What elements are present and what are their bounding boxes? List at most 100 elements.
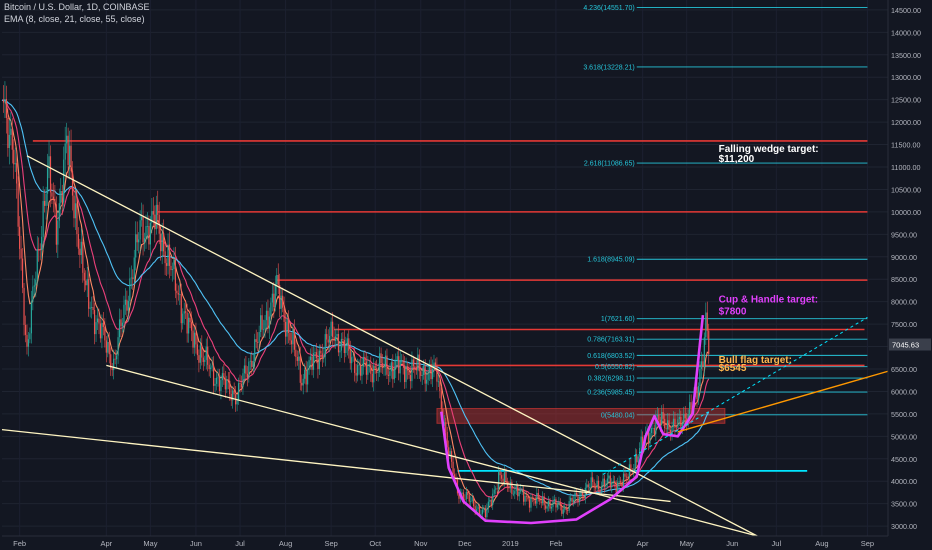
candle-body — [483, 508, 485, 510]
candle-body — [198, 355, 200, 363]
candle-body — [77, 234, 80, 249]
candle-body — [608, 475, 610, 479]
candle-body — [245, 365, 247, 374]
candle-body — [170, 265, 172, 271]
candle-body — [138, 239, 140, 243]
candle-body — [317, 358, 319, 370]
candle-body — [376, 368, 378, 374]
candle-body — [630, 464, 632, 472]
candle-body — [399, 360, 401, 374]
candle-body — [403, 365, 406, 383]
fibonacci-labels: 4.236(14551.70) 3.618(13228.21) 2.618(1108… — [583, 5, 634, 419]
candle-body — [282, 295, 284, 308]
price-tick-label: 12000.00 — [891, 118, 921, 127]
price-axis[interactable]: 3000.00 3500.00 4000.00 4500.00 5000.00 5500.… — [887, 0, 931, 536]
candle-body — [547, 500, 550, 507]
candle-body — [345, 345, 347, 354]
candle-body — [54, 198, 56, 205]
candle-body — [195, 332, 197, 345]
candle-body — [292, 328, 294, 345]
candle-body — [333, 336, 335, 342]
candle-body — [215, 377, 218, 384]
wedge-upper-line — [26, 155, 758, 537]
candle-body — [380, 353, 382, 364]
candle-body — [559, 501, 561, 506]
candle-body — [252, 361, 254, 367]
price-tick-label: 3500.00 — [891, 500, 917, 509]
candle-body — [521, 489, 523, 491]
candle-body — [171, 269, 174, 271]
candle-body — [467, 491, 469, 495]
candle-body — [595, 487, 597, 489]
candle-body — [428, 364, 431, 372]
candle-body — [21, 258, 24, 288]
candle-body — [326, 334, 328, 340]
candle-body — [675, 427, 678, 429]
last-price-badge — [889, 338, 931, 351]
candle-body — [409, 375, 412, 382]
candle-body — [443, 422, 445, 426]
candle-body — [129, 278, 131, 301]
candle-body — [29, 333, 31, 340]
candle-body — [600, 486, 603, 491]
candle-body — [575, 492, 578, 495]
candle-body — [555, 499, 557, 508]
candle-body — [358, 364, 360, 366]
candle-body — [177, 293, 179, 295]
candle-body — [260, 315, 262, 333]
candle-body — [207, 346, 209, 365]
candle-body — [183, 311, 185, 314]
candle-body — [537, 492, 539, 498]
candle-body — [612, 480, 614, 483]
candle-body — [64, 143, 66, 160]
candle-body — [533, 498, 535, 501]
candle-body — [132, 277, 134, 279]
candle-body — [14, 163, 16, 165]
candle-body — [356, 365, 359, 376]
candle-body — [505, 471, 507, 482]
candle-body — [405, 366, 407, 383]
candle-body — [518, 491, 520, 497]
candle-body — [42, 200, 44, 237]
candle-body — [606, 478, 608, 484]
candle-body — [671, 426, 673, 435]
candle-body — [179, 294, 181, 296]
candle-body — [493, 489, 495, 494]
candle-body — [636, 454, 638, 463]
candle-body — [239, 383, 241, 384]
candle-body — [4, 99, 6, 103]
candle-body — [160, 233, 162, 252]
candle-body — [590, 477, 592, 487]
candle-body — [449, 451, 451, 456]
candle-body — [265, 310, 268, 321]
price-tick-label: 10000.00 — [891, 208, 921, 217]
candle-body — [334, 336, 337, 342]
candle-body — [280, 295, 282, 309]
candle-body — [652, 427, 654, 429]
candle-body — [699, 368, 701, 387]
time-axis[interactable]: Feb Apr May Jun Jul Aug Sep Oct Nov Dec 2019 Feb Apr… — [2, 535, 888, 548]
candle-body — [262, 329, 265, 331]
candle-body — [152, 211, 154, 215]
candle-body — [315, 352, 318, 359]
candle-body — [678, 416, 680, 420]
candle-body — [46, 167, 49, 194]
candle-body — [224, 378, 226, 390]
candle-body — [314, 352, 316, 354]
candle-body — [204, 359, 206, 362]
candle-body — [148, 226, 150, 245]
breakout-zone — [436, 408, 726, 424]
candle-body — [581, 492, 583, 496]
candle-body — [264, 320, 266, 330]
candle-body — [55, 204, 57, 245]
candle-body — [570, 497, 572, 502]
candle-body — [189, 317, 191, 323]
fib-level-label: 0(5480.04) — [601, 412, 635, 419]
candle-body — [536, 492, 538, 504]
candle-body — [114, 358, 116, 360]
candle-body — [539, 497, 541, 502]
candle-body — [79, 248, 81, 256]
candle-body — [461, 492, 463, 494]
candle-body — [618, 481, 620, 483]
